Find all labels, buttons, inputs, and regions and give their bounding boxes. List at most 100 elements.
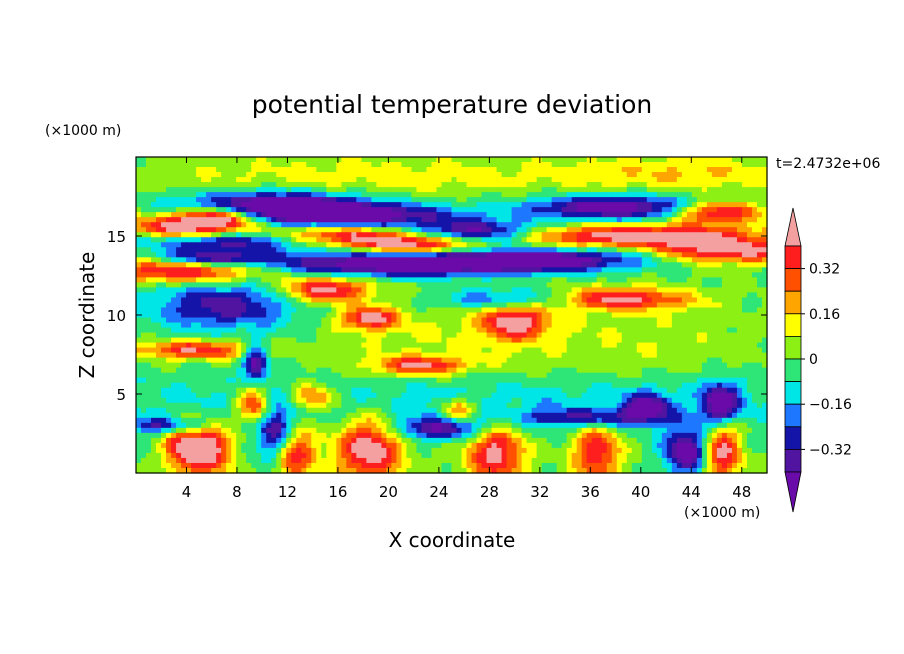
time-label: t=2.4732e+06 [776,156,880,172]
heatmap-cell [266,242,272,248]
heatmap-cell [176,232,182,238]
heatmap-cell [201,272,207,278]
heatmap-cell [441,237,448,243]
heatmap-cell [741,222,748,228]
heatmap-cell [161,317,167,324]
heatmap-cell [421,212,428,218]
heatmap-cell [746,222,753,228]
heatmap-cell [696,252,703,258]
heatmap-cell [716,277,723,283]
heatmap-cell [416,307,423,314]
heatmap-cell [166,342,172,349]
heatmap-cell [356,252,362,258]
heatmap-cell [176,272,182,278]
heatmap-cell [291,242,297,248]
heatmap-cell [496,327,503,334]
heatmap-cell [446,212,453,218]
heatmap-cell [761,302,768,309]
heatmap-cell [501,262,508,268]
heatmap-cell [326,282,332,289]
heatmap-cell [646,287,653,294]
heatmap-cell [676,227,683,233]
heatmap-cell [601,347,608,354]
heatmap-cell [601,182,608,188]
heatmap-cell [381,182,387,188]
heatmap-cell [361,297,367,304]
heatmap-cell [281,162,287,168]
heatmap-cell [461,282,468,289]
heatmap-cell [741,247,748,253]
heatmap-cell [346,267,352,273]
heatmap-cell [271,172,277,178]
heatmap-cell [361,247,367,253]
heatmap-cell [176,247,182,253]
heatmap-cell [526,242,533,248]
heatmap-cell [471,222,478,228]
heatmap-cell [586,197,593,203]
heatmap-cell [726,252,733,258]
heatmap-cell [711,252,718,258]
heatmap-cell [226,322,232,329]
heatmap-cell [521,167,528,173]
heatmap-cell [726,347,733,354]
heatmap-cell [176,237,182,243]
heatmap-cell [661,242,668,248]
heatmap-cell [461,247,468,253]
heatmap-cell [401,172,408,178]
heatmap-cell [621,282,628,289]
heatmap-cell [581,242,588,248]
heatmap-cell [371,347,377,354]
heatmap-cell [526,307,533,314]
heatmap-cell [311,287,317,294]
heatmap-cell [546,162,553,168]
heatmap-cell [406,182,413,188]
heatmap-cell [341,307,347,314]
heatmap-cell [321,217,327,223]
heatmap-cell [151,207,157,213]
heatmap-cell [631,242,638,248]
heatmap-cell [711,202,718,208]
heatmap-cell [576,222,583,228]
heatmap-cell [426,272,433,278]
heatmap-cell [171,237,177,243]
heatmap-cell [246,292,252,299]
heatmap-cell [626,257,633,263]
heatmap-cell [571,297,578,304]
heatmap-cell [666,292,673,299]
heatmap-cell [316,242,322,248]
heatmap-cell [516,167,523,173]
heatmap-cell [356,307,362,314]
heatmap-cell [671,302,678,309]
heatmap-cell [486,212,493,218]
heatmap-cell [406,172,413,178]
heatmap-cell [181,322,187,329]
heatmap-cell [456,262,463,268]
heatmap-cell [621,292,628,299]
heatmap-cell [176,327,182,334]
heatmap-cell [381,322,387,329]
heatmap-cell [631,287,638,294]
heatmap-cell [501,292,508,299]
heatmap-cell [156,287,162,294]
heatmap-cell [346,237,352,243]
heatmap-cell [626,262,633,268]
heatmap-cell [206,237,212,243]
heatmap-cell [606,162,613,168]
heatmap-cell [271,207,277,213]
heatmap-cell [306,312,312,319]
heatmap-cell [181,342,187,349]
heatmap-cell [686,222,693,228]
heatmap-cell [716,302,723,309]
heatmap-cell [661,297,668,304]
heatmap-cell [421,352,428,359]
heatmap-cell [681,307,688,314]
heatmap-cell [686,317,693,324]
heatmap-cell [211,277,217,283]
heatmap-cell [371,317,377,324]
heatmap-cell [661,187,668,193]
heatmap-cell [521,232,528,238]
heatmap-cell [621,177,628,183]
heatmap-cell [686,327,693,334]
heatmap-cell [576,252,583,258]
heatmap-cell [491,227,498,233]
